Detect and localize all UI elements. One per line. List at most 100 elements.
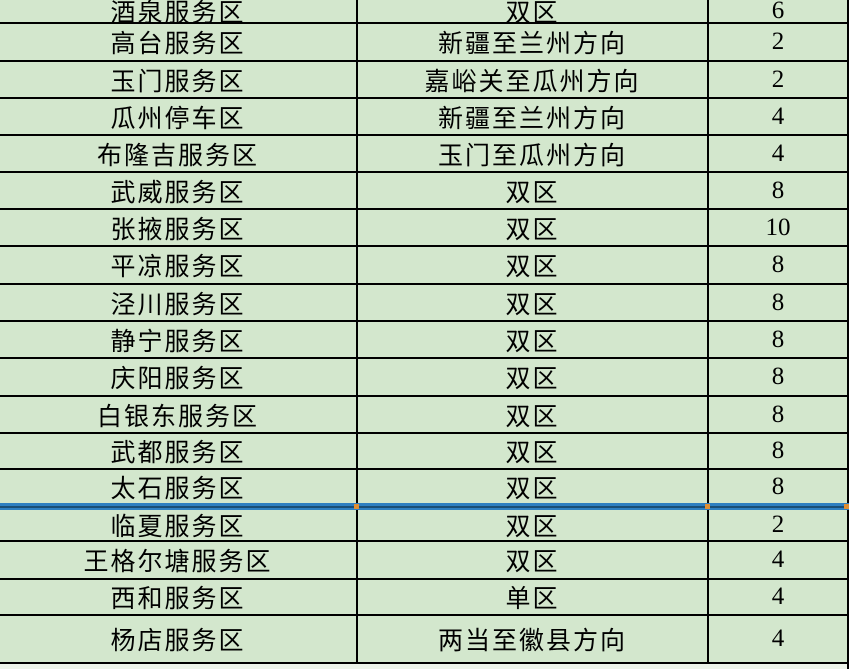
cell-service-area-name[interactable]: 白银东服务区 <box>0 397 358 432</box>
count-text: 4 <box>771 625 785 652</box>
cell-count[interactable]: 2 <box>709 62 849 97</box>
service-area-name-text: 武都服务区 <box>110 440 246 467</box>
cell-service-area-name[interactable]: 酒泉服务区 <box>0 0 358 22</box>
table-row: 平凉服务区 双区 8 <box>0 247 849 285</box>
cell-service-area-name[interactable]: 张掖服务区 <box>0 210 358 245</box>
cell-direction[interactable]: 玉门至瓜州方向 <box>358 136 709 171</box>
table-row: 玉门服务区 嘉峪关至瓜州方向 2 <box>0 62 849 99</box>
direction-text: 双区 <box>505 440 560 467</box>
service-area-name-text: 高台服务区 <box>110 31 246 58</box>
count-text: 4 <box>771 102 785 130</box>
service-area-name-text: 张掖服务区 <box>110 216 246 244</box>
direction-text: 双区 <box>505 0 560 22</box>
count-text: 8 <box>771 363 785 390</box>
cell-service-area-name[interactable]: 庆阳服务区 <box>0 359 358 395</box>
service-area-name-text: 杨店服务区 <box>110 628 246 655</box>
cell-direction[interactable]: 嘉峪关至瓜州方向 <box>358 62 709 97</box>
table-row: 瓜州停车区 新疆至兰州方向 4 <box>0 99 849 136</box>
cell-count[interactable]: 8 <box>709 322 849 357</box>
cell-direction[interactable]: 双区 <box>358 285 709 320</box>
cell-direction[interactable]: 双区 <box>358 173 709 208</box>
direction-text: 双区 <box>505 254 560 281</box>
service-area-name-text: 太石服务区 <box>110 475 246 503</box>
cell-service-area-name[interactable]: 静宁服务区 <box>0 322 358 357</box>
table-row: 王格尔塘服务区 双区 4 <box>0 542 849 580</box>
cell-count[interactable]: 4 <box>709 99 849 134</box>
service-area-name-text: 瓜州停车区 <box>110 105 246 133</box>
cell-service-area-name[interactable]: 玉门服务区 <box>0 62 358 97</box>
cell-count[interactable]: 8 <box>709 397 849 432</box>
cell-direction[interactable]: 双区 <box>358 434 709 468</box>
cell-service-area-name[interactable]: 武都服务区 <box>0 434 358 468</box>
cell-count[interactable]: 8 <box>709 470 849 503</box>
cell-count[interactable]: 4 <box>709 136 849 171</box>
cell-direction[interactable]: 双区 <box>358 322 709 357</box>
cell-count[interactable]: 8 <box>709 359 849 395</box>
cell-direction[interactable]: 两当至徽县方向 <box>358 616 709 662</box>
count-text: 8 <box>771 400 785 428</box>
cell-direction[interactable]: 新疆至兰州方向 <box>358 24 709 60</box>
cell-direction[interactable]: 双区 <box>358 210 709 245</box>
cell-count[interactable]: 8 <box>709 285 849 320</box>
service-area-name-text: 泾川服务区 <box>110 291 246 319</box>
table-row: 布隆吉服务区 玉门至瓜州方向 4 <box>0 136 849 173</box>
cell-count[interactable]: 2 <box>709 24 849 60</box>
service-area-name-text: 武威服务区 <box>110 179 246 207</box>
sheet-right-margin <box>849 0 852 669</box>
table-row: 白银东服务区 双区 8 <box>0 397 849 434</box>
direction-text: 嘉峪关至瓜州方向 <box>424 68 641 96</box>
cell-service-area-name[interactable]: 布隆吉服务区 <box>0 136 358 171</box>
cell-count[interactable]: 8 <box>709 173 849 208</box>
cell-service-area-name[interactable]: 高台服务区 <box>0 24 358 60</box>
cell-count[interactable]: 10 <box>709 210 849 245</box>
cell-direction[interactable]: 双区 <box>358 247 709 283</box>
cell-direction[interactable]: 双区 <box>358 510 709 540</box>
page-break-line[interactable] <box>0 503 849 510</box>
direction-text: 两当至徽县方向 <box>437 628 627 655</box>
cell-service-area-name[interactable]: 武威服务区 <box>0 173 358 208</box>
service-area-name-text: 庆阳服务区 <box>110 366 246 393</box>
service-area-name-text: 王格尔塘服务区 <box>83 549 273 576</box>
direction-text: 双区 <box>505 514 560 540</box>
table-row: 武都服务区 双区 8 <box>0 434 849 470</box>
service-area-name-text: 静宁服务区 <box>110 328 246 356</box>
cell-direction[interactable]: 双区 <box>358 542 709 578</box>
cell-service-area-name[interactable]: 瓜州停车区 <box>0 99 358 134</box>
cell-service-area-name[interactable]: 平凉服务区 <box>0 247 358 283</box>
service-area-name-text: 临夏服务区 <box>110 514 246 540</box>
direction-text: 新疆至兰州方向 <box>437 105 627 133</box>
cell-count[interactable]: 2 <box>709 510 849 540</box>
cell-service-area-name[interactable]: 王格尔塘服务区 <box>0 542 358 578</box>
direction-text: 单区 <box>505 586 560 613</box>
table-row: 西和服务区 单区 4 <box>0 580 849 616</box>
direction-text: 玉门至瓜州方向 <box>437 142 627 170</box>
direction-text: 双区 <box>505 403 560 431</box>
cell-direction[interactable]: 双区 <box>358 359 709 395</box>
table-row: 酒泉服务区 双区 6 <box>0 0 849 24</box>
count-text: 10 <box>765 213 791 241</box>
cell-service-area-name[interactable]: 杨店服务区 <box>0 616 358 662</box>
cell-direction[interactable]: 新疆至兰州方向 <box>358 99 709 134</box>
cell-count[interactable]: 8 <box>709 434 849 468</box>
count-text: 4 <box>771 583 785 610</box>
table-row: 杨店服务区 两当至徽县方向 4 <box>0 616 849 664</box>
page-break-handle <box>844 504 849 509</box>
cell-count[interactable]: 4 <box>709 580 849 614</box>
cell-count[interactable]: 8 <box>709 247 849 283</box>
cell-direction[interactable]: 双区 <box>358 0 709 22</box>
cell-count[interactable]: 4 <box>709 616 849 662</box>
cell-service-area-name[interactable]: 太石服务区 <box>0 470 358 503</box>
cell-count[interactable]: 4 <box>709 542 849 578</box>
cell-direction[interactable]: 双区 <box>358 397 709 432</box>
count-text: 8 <box>771 251 785 278</box>
cell-direction[interactable]: 双区 <box>358 470 709 503</box>
cell-count[interactable]: 6 <box>709 0 849 22</box>
cell-service-area-name[interactable]: 临夏服务区 <box>0 510 358 540</box>
service-area-name-text: 西和服务区 <box>110 586 246 613</box>
cell-service-area-name[interactable]: 泾川服务区 <box>0 285 358 320</box>
cell-service-area-name[interactable]: 西和服务区 <box>0 580 358 614</box>
cell-direction[interactable]: 单区 <box>358 580 709 614</box>
table-row: 泾川服务区 双区 8 <box>0 285 849 322</box>
